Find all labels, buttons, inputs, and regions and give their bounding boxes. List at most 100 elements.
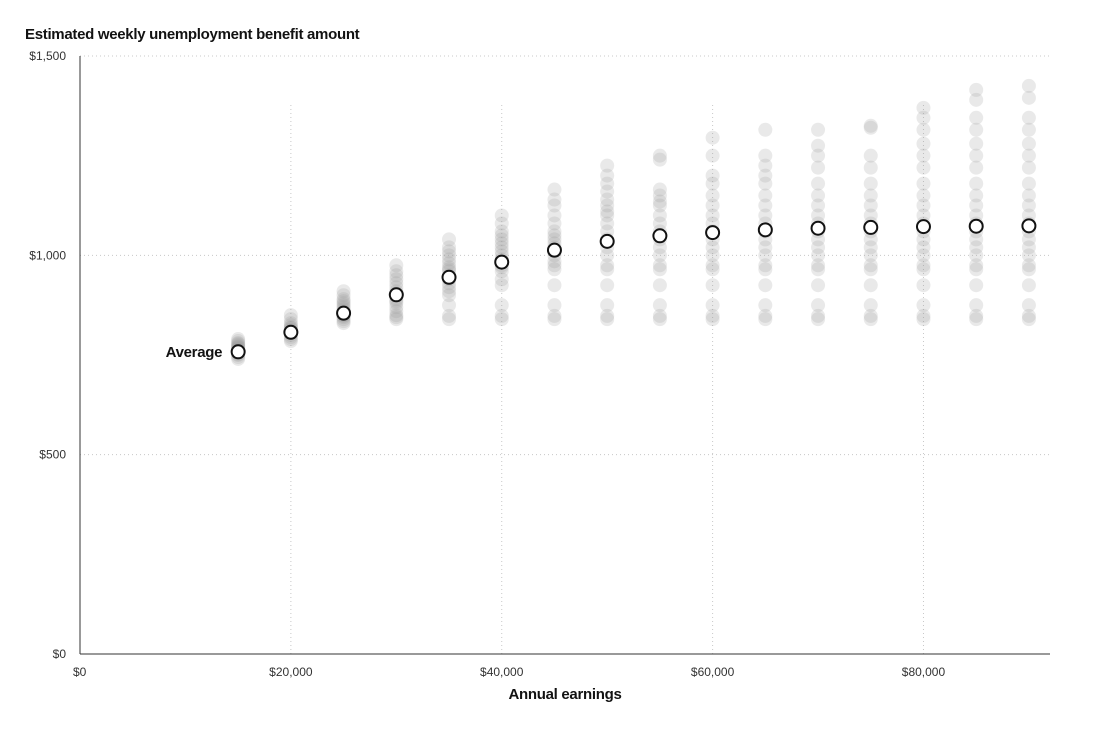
state-dot — [811, 240, 826, 255]
state-dots — [231, 78, 1036, 366]
state-dot — [916, 298, 931, 313]
state-dot — [600, 192, 615, 207]
state-dot — [652, 298, 667, 313]
state-dot — [336, 284, 351, 299]
state-dot — [705, 312, 720, 327]
chart-title: Estimated weekly unemployment benefit am… — [25, 26, 360, 43]
state-dot — [600, 262, 615, 277]
state-dot — [494, 278, 509, 293]
average-dot — [546, 242, 562, 258]
state-dot — [652, 208, 667, 223]
state-dot — [1021, 278, 1036, 293]
state-dot — [969, 262, 984, 277]
state-dot — [442, 244, 457, 259]
x-tick-label: $0 — [73, 665, 87, 679]
state-dot — [705, 278, 720, 293]
state-dot — [389, 300, 404, 315]
state-dot — [811, 232, 826, 247]
state-dot — [494, 228, 509, 243]
state-dot — [442, 288, 457, 303]
x-axis-label: Annual earnings — [508, 686, 621, 703]
average-dot — [705, 225, 721, 241]
state-dot — [811, 308, 826, 323]
state-dot — [231, 332, 246, 347]
state-dot — [705, 258, 720, 273]
state-dot — [283, 308, 298, 323]
state-dot — [916, 176, 931, 191]
state-dot — [442, 248, 457, 263]
state-dot — [600, 258, 615, 273]
state-dot — [442, 240, 457, 255]
state-dot — [547, 278, 562, 293]
state-dot — [758, 122, 773, 137]
average-dot — [652, 228, 668, 244]
state-dot — [1021, 248, 1036, 263]
y-tick-label: $1,000 — [29, 248, 66, 262]
state-dot — [969, 208, 984, 223]
state-dot — [811, 138, 826, 153]
state-dot — [389, 304, 404, 319]
x-tick-label: $40,000 — [480, 665, 524, 679]
state-dot — [652, 278, 667, 293]
state-dot — [969, 240, 984, 255]
state-dot — [916, 312, 931, 327]
state-dot — [283, 312, 298, 327]
state-dot — [969, 92, 984, 107]
state-dot — [389, 268, 404, 283]
state-dot — [811, 278, 826, 293]
average-dot — [599, 233, 615, 249]
state-dot — [969, 110, 984, 125]
state-dot — [231, 334, 246, 349]
state-dot — [811, 248, 826, 263]
state-dot — [600, 204, 615, 219]
state-dot — [494, 312, 509, 327]
state-dot — [494, 298, 509, 313]
state-dot — [916, 278, 931, 293]
y-tick-label: $0 — [53, 647, 67, 661]
state-dot — [494, 308, 509, 323]
state-dot — [1021, 208, 1036, 223]
state-dot — [916, 110, 931, 125]
state-dot — [600, 278, 615, 293]
average-dot — [441, 269, 457, 285]
state-dot — [1021, 176, 1036, 191]
average-dots — [230, 218, 1037, 360]
state-dot — [758, 240, 773, 255]
state-dot — [969, 188, 984, 203]
state-dot — [547, 262, 562, 277]
x-tick-label: $60,000 — [691, 665, 735, 679]
state-dot — [600, 312, 615, 327]
state-dot — [863, 308, 878, 323]
y-tick-label: $1,500 — [29, 49, 66, 63]
state-dot — [600, 308, 615, 323]
state-dot — [547, 198, 562, 213]
state-dot — [652, 262, 667, 277]
average-annotation: Average — [166, 344, 223, 361]
state-dot — [442, 284, 457, 299]
average-dot — [863, 219, 879, 235]
state-dot — [600, 216, 615, 231]
state-dot — [705, 198, 720, 213]
tick-labels: $0 $500 $1,000 $1,500 $0 $20,000 $40,000 $60,00… — [29, 49, 945, 679]
state-dot — [969, 160, 984, 175]
state-dot — [811, 148, 826, 163]
state-dot — [1021, 198, 1036, 213]
state-dot — [652, 148, 667, 163]
gridlines — [80, 55, 1050, 654]
state-dot — [389, 310, 404, 325]
state-dot — [863, 148, 878, 163]
state-dot — [494, 240, 509, 255]
state-dot — [600, 208, 615, 223]
state-dot — [916, 148, 931, 163]
state-dot — [389, 258, 404, 273]
state-dot — [547, 224, 562, 239]
state-dot — [863, 240, 878, 255]
x-tick-label: $20,000 — [269, 665, 313, 679]
average-dot — [336, 305, 352, 321]
state-dot — [389, 312, 404, 327]
state-dot — [547, 232, 562, 247]
state-dot — [916, 248, 931, 263]
state-dot — [758, 312, 773, 327]
state-dot — [916, 208, 931, 223]
